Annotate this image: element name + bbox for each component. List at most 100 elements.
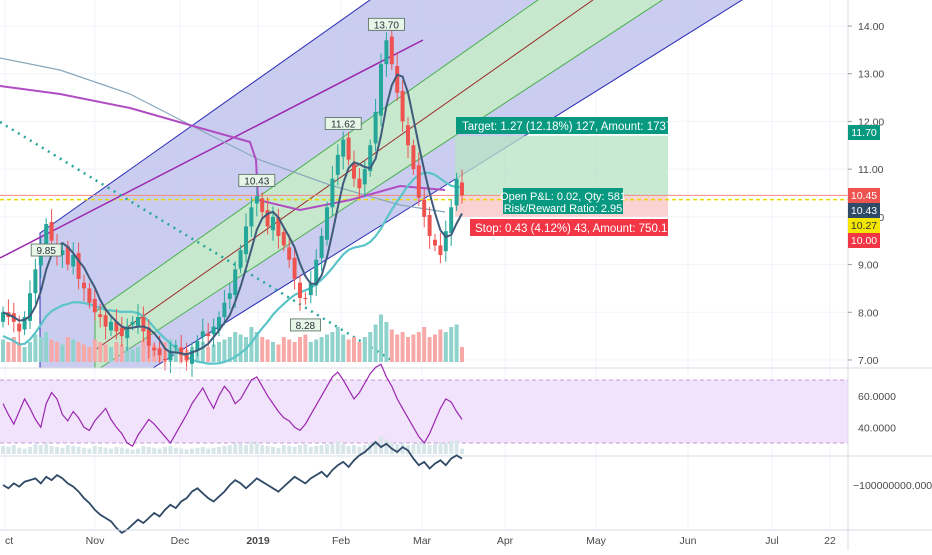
- candle[interactable]: [276, 208, 281, 249]
- volume-bar: [308, 342, 313, 362]
- candle[interactable]: [49, 209, 54, 249]
- x-axis[interactable]: ct Nov Dec 2019 Feb Mar Apr May Jun Jul 22: [5, 535, 836, 547]
- candle[interactable]: [260, 192, 265, 218]
- candle[interactable]: [314, 249, 319, 297]
- candle[interactable]: [163, 348, 167, 371]
- candle[interactable]: [292, 247, 297, 290]
- open-pnl-label[interactable]: Open P&L: 0.02, Qty: 581 Risk/Reward Rat…: [500, 188, 626, 215]
- candle[interactable]: [254, 188, 259, 217]
- candle[interactable]: [173, 339, 178, 353]
- candle[interactable]: [92, 286, 97, 321]
- candle[interactable]: [443, 220, 448, 262]
- candle[interactable]: [103, 307, 108, 340]
- candle[interactable]: [190, 342, 194, 377]
- candle[interactable]: [373, 99, 378, 152]
- candle[interactable]: [238, 244, 243, 274]
- candle[interactable]: [330, 165, 335, 216]
- candle[interactable]: [449, 199, 454, 246]
- volume-bar: [330, 332, 335, 362]
- candle[interactable]: [352, 150, 356, 187]
- candle[interactable]: [400, 80, 405, 132]
- candle[interactable]: [346, 131, 351, 166]
- candle[interactable]: [141, 306, 146, 342]
- candle[interactable]: [368, 139, 373, 177]
- rsi-volume-bar: [249, 441, 254, 454]
- candle[interactable]: [298, 274, 302, 311]
- candle[interactable]: [454, 172, 459, 212]
- candle[interactable]: [211, 318, 216, 348]
- candle[interactable]: [427, 206, 432, 249]
- candle[interactable]: [422, 189, 427, 228]
- candle[interactable]: [249, 196, 254, 237]
- candle[interactable]: [146, 319, 151, 359]
- candle[interactable]: [82, 274, 86, 302]
- dotted-downtrend[interactable]: [0, 120, 396, 364]
- stop-label[interactable]: Stop: 0.43 (4.12%) 43, Amount: 750.17: [470, 219, 674, 236]
- obv-axis[interactable]: −100000000.0000: [853, 480, 932, 492]
- candle[interactable]: [395, 53, 400, 101]
- candle[interactable]: [416, 152, 421, 206]
- candle[interactable]: [119, 317, 124, 347]
- upper-trendline[interactable]: [0, 39, 424, 259]
- candle[interactable]: [357, 168, 362, 199]
- candle[interactable]: [76, 242, 81, 290]
- target-zone[interactable]: [455, 135, 668, 197]
- candle[interactable]: [114, 308, 119, 340]
- candle[interactable]: [411, 139, 416, 175]
- candle[interactable]: [136, 304, 140, 334]
- candle[interactable]: [384, 32, 389, 78]
- candle[interactable]: [325, 201, 329, 246]
- candle[interactable]: [217, 311, 221, 337]
- candle[interactable]: [335, 144, 340, 186]
- candle[interactable]: [71, 242, 76, 275]
- candle[interactable]: [438, 232, 443, 264]
- candle[interactable]: [341, 131, 346, 170]
- candle[interactable]: [152, 341, 157, 357]
- candle[interactable]: [125, 318, 130, 351]
- candle[interactable]: [28, 280, 32, 329]
- candle[interactable]: [244, 213, 248, 263]
- candle[interactable]: [227, 282, 232, 310]
- candle[interactable]: [184, 342, 189, 371]
- candle[interactable]: [87, 282, 92, 309]
- candle[interactable]: [287, 234, 292, 268]
- candle[interactable]: [281, 226, 286, 252]
- candle[interactable]: [433, 234, 437, 252]
- rsi-tick-label: 60.0000: [858, 391, 896, 403]
- candle[interactable]: [265, 197, 270, 235]
- candle[interactable]: [460, 169, 464, 204]
- candle-value-label: 9.85: [30, 243, 62, 257]
- candle[interactable]: [33, 258, 38, 304]
- candle[interactable]: [179, 334, 184, 364]
- rsi-volume-bar: [319, 445, 324, 454]
- candle[interactable]: [389, 30, 394, 70]
- candle[interactable]: [200, 318, 205, 346]
- candle[interactable]: [22, 311, 27, 336]
- svg-text:8.28: 8.28: [296, 321, 316, 332]
- rsi-axis[interactable]: 60.0000 40.0000: [858, 391, 896, 435]
- rsi-volume-bar: [335, 441, 340, 454]
- rsi-volume-bar: [276, 447, 281, 454]
- candle[interactable]: [109, 316, 113, 337]
- last-price-axis-label: 10.45: [848, 188, 880, 203]
- volume-bar: [217, 342, 221, 362]
- candle[interactable]: [65, 240, 70, 271]
- volume-bar: [206, 347, 211, 362]
- candle[interactable]: [222, 289, 227, 326]
- candle[interactable]: [303, 292, 308, 305]
- tp-axis-label: 11.70: [848, 125, 880, 140]
- candle[interactable]: [406, 117, 410, 159]
- candle[interactable]: [319, 227, 324, 271]
- rsi-volume-bar: [400, 443, 405, 454]
- volume-bar: [346, 339, 351, 362]
- volume-bar: [260, 337, 265, 362]
- candle[interactable]: [1, 306, 5, 328]
- candle[interactable]: [195, 335, 200, 357]
- target-label[interactable]: Target: 1.27 (12.18%) 127, Amount: 1737.…: [456, 117, 688, 134]
- candle[interactable]: [379, 53, 383, 127]
- candle[interactable]: [308, 270, 313, 304]
- rsi-volume-bar: [184, 449, 189, 454]
- candle[interactable]: [60, 242, 65, 268]
- candle[interactable]: [98, 303, 103, 328]
